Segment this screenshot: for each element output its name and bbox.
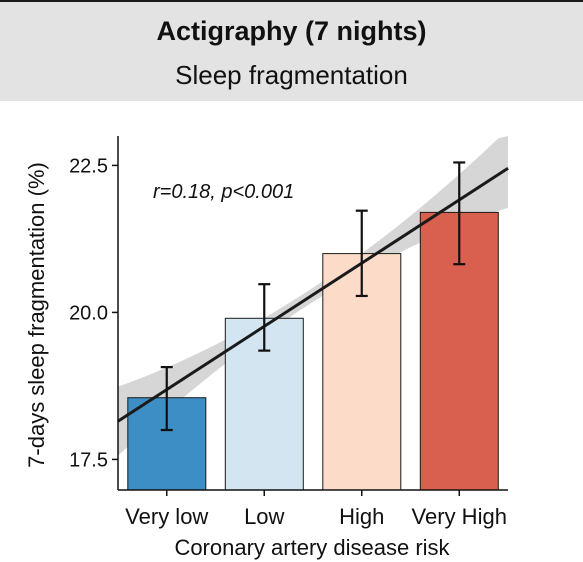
error-bar	[453, 161, 466, 266]
chart-subtitle: Sleep fragmentation	[175, 60, 408, 90]
y-tick-label: 22.5	[69, 155, 108, 177]
error-bar	[258, 283, 271, 352]
error-bars-layer	[160, 161, 466, 432]
correlation-annotation: r=0.18, p<0.001	[153, 181, 294, 203]
bars-layer	[127, 211, 499, 491]
axes-layer: 17.5 20.0 22.5 Very low Low High Very High	[69, 136, 508, 529]
x-axis-label: Coronary artery disease risk	[174, 535, 450, 560]
chart-header: Actigraphy (7 nights) Sleep fragmentatio…	[0, 0, 583, 101]
error-bar	[355, 209, 368, 298]
x-tick-label: Very High	[412, 504, 507, 529]
y-axis-label: 7-days sleep fragmentation (%)	[24, 162, 49, 468]
x-tick-label: High	[339, 504, 384, 529]
chart-title: Actigraphy (7 nights)	[156, 16, 427, 46]
y-tick-label: 20.0	[69, 302, 108, 324]
y-tick-label: 17.5	[69, 449, 108, 471]
regression-line	[117, 167, 509, 423]
x-tick-label: Very low	[125, 504, 208, 529]
x-tick-label: Low	[244, 504, 284, 529]
regression-line-layer	[117, 167, 509, 423]
error-bar	[160, 365, 173, 432]
